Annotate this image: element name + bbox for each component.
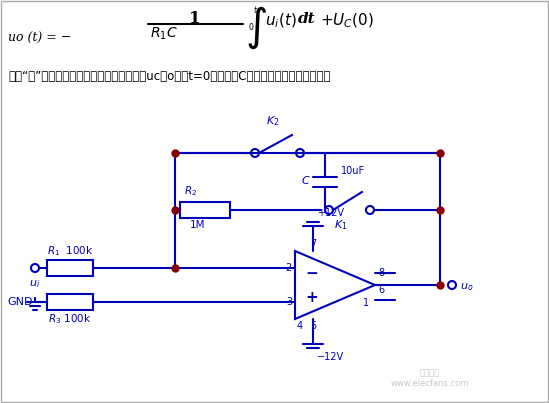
Text: GND: GND (8, 297, 33, 307)
Text: $_0$: $_0$ (248, 22, 255, 34)
Text: −: − (305, 266, 318, 280)
Text: 8: 8 (378, 268, 384, 278)
Text: 6: 6 (378, 285, 384, 295)
Text: 3: 3 (286, 297, 292, 307)
Text: 7: 7 (310, 239, 316, 249)
Text: $R_1C$: $R_1C$ (150, 26, 178, 42)
Text: 1: 1 (189, 10, 201, 27)
Text: uo (t) = −: uo (t) = − (8, 31, 71, 44)
Text: $^t$: $^t$ (253, 7, 259, 17)
Text: 1: 1 (363, 298, 369, 308)
Text: 2: 2 (285, 263, 292, 273)
Text: $+U_C(0)$: $+U_C(0)$ (320, 12, 374, 30)
Text: $K_2$: $K_2$ (266, 114, 279, 128)
Text: $R_1$  100k: $R_1$ 100k (47, 244, 93, 258)
Text: +12V: +12V (317, 208, 344, 218)
Text: $R_3$ 100k: $R_3$ 100k (48, 312, 92, 326)
Bar (47, 294, 93, 310)
Text: 电子发发
www.elecfans.com: 电子发发 www.elecfans.com (391, 369, 469, 388)
Text: 1M: 1M (190, 220, 205, 230)
Text: $\int$: $\int$ (245, 5, 267, 52)
Text: C: C (301, 177, 309, 187)
Text: $K_1$: $K_1$ (334, 218, 348, 232)
Text: 10uF: 10uF (341, 166, 365, 175)
Text: +: + (305, 289, 318, 305)
Text: $u_i(t)$: $u_i(t)$ (265, 12, 296, 30)
Text: $u_i$: $u_i$ (30, 278, 41, 290)
Text: 式中“－”号表示输出信号与输入信号反相。uc（o）是t=0时刻电容C两端的电压値，即初始値。: 式中“－”号表示输出信号与输入信号反相。uc（o）是t=0时刻电容C两端的电压値… (8, 70, 330, 83)
Text: 4: 4 (297, 321, 303, 331)
Text: dt: dt (298, 12, 316, 26)
Text: $R_2$: $R_2$ (184, 184, 197, 198)
Text: $u_o$: $u_o$ (460, 281, 473, 293)
Bar (47, 260, 93, 276)
Text: −12V: −12V (317, 352, 344, 362)
Text: 5: 5 (310, 321, 316, 331)
Bar (180, 202, 230, 218)
